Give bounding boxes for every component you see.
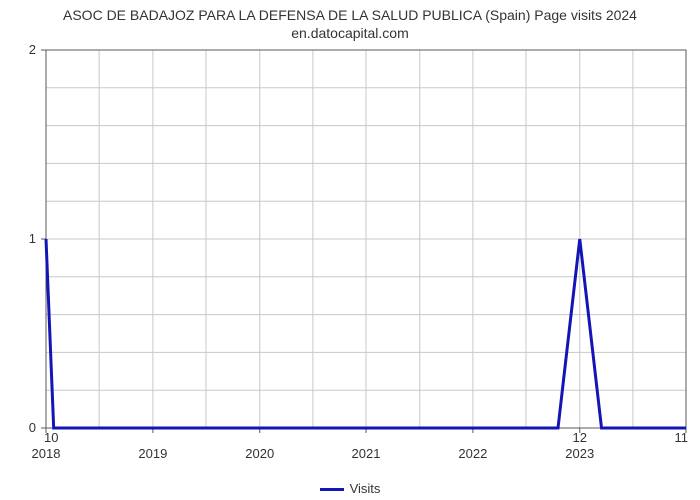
x-tick-label: 2020 <box>245 446 274 461</box>
y-tick-label: 2 <box>29 42 36 57</box>
y-tick-label: 0 <box>29 420 36 435</box>
x-tick-label: 2021 <box>352 446 381 461</box>
corner-annotation: 11 <box>675 430 689 445</box>
x-tick-label: 2022 <box>458 446 487 461</box>
x-tick-label: 2019 <box>138 446 167 461</box>
legend: Visits <box>0 481 700 496</box>
corner-annotation: 10 <box>44 430 58 445</box>
chart-title: ASOC DE BADAJOZ PARA LA DEFENSA DE LA SA… <box>0 0 700 42</box>
corner-annotation: 12 <box>573 430 587 445</box>
chart-area: 012201820192020202120222023101211 <box>0 42 700 462</box>
legend-label: Visits <box>350 481 381 496</box>
chart-svg: 012201820192020202120222023101211 <box>0 42 700 462</box>
x-tick-label: 2018 <box>32 446 61 461</box>
x-tick-label: 2023 <box>565 446 594 461</box>
legend-swatch <box>320 488 344 491</box>
y-tick-label: 1 <box>29 231 36 246</box>
